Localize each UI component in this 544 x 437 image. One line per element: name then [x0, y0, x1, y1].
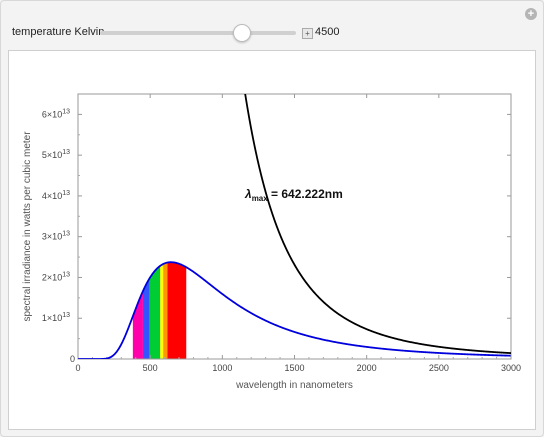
x-axis-label: wavelength in nanometers — [235, 380, 353, 391]
spectrum-band-1 — [142, 278, 150, 359]
lambda-max-annotation: λmax = 642.222nm — [244, 187, 343, 203]
x-tick-label: 1500 — [284, 363, 304, 373]
y-tick-label: 6×1013 — [42, 108, 70, 119]
spectrum-band-4 — [163, 262, 168, 359]
plot-panel: 0 500 1000 1500 2000 2500 3000 0 1×1013 2×1013 3×1… — [8, 50, 536, 430]
spectrum-band-5 — [167, 262, 187, 359]
x-tick-label: 2000 — [357, 363, 377, 373]
planck-curve — [78, 261, 511, 359]
spectrum-band-0 — [132, 291, 143, 359]
y-tick-label: 2×1013 — [42, 271, 70, 282]
temperature-slider-track[interactable] — [100, 31, 296, 35]
y-tick-label: 5×1013 — [42, 149, 70, 160]
x-tick-label: 1000 — [212, 363, 232, 373]
spectrum-band-2 — [149, 265, 161, 359]
expand-control-icon[interactable]: + — [302, 28, 313, 39]
spectrum-band-3 — [160, 264, 164, 359]
x-tick-label: 2500 — [429, 363, 449, 373]
y-tick-label: 0 — [70, 354, 75, 364]
rayleigh-jeans-curve — [244, 94, 511, 355]
y-tick-label: 3×1013 — [42, 231, 70, 242]
y-tick-label: 4×1013 — [42, 190, 70, 201]
add-icon[interactable]: + — [525, 8, 537, 20]
y-tick-label: 1×1013 — [42, 312, 70, 323]
x-tick-label: 3000 — [501, 363, 521, 373]
x-tick-label: 0 — [75, 363, 80, 373]
x-tick-label: 500 — [143, 363, 158, 373]
temperature-value: 4500 — [315, 26, 340, 38]
temperature-slider-thumb[interactable] — [233, 24, 252, 42]
temperature-label: temperature Kelvin — [12, 26, 105, 38]
y-axis-label: spectral irradiance in watts per cubic m… — [22, 131, 33, 322]
blackbody-chart: 0 500 1000 1500 2000 2500 3000 0 1×1013 2×1013 3×1… — [22, 93, 521, 391]
